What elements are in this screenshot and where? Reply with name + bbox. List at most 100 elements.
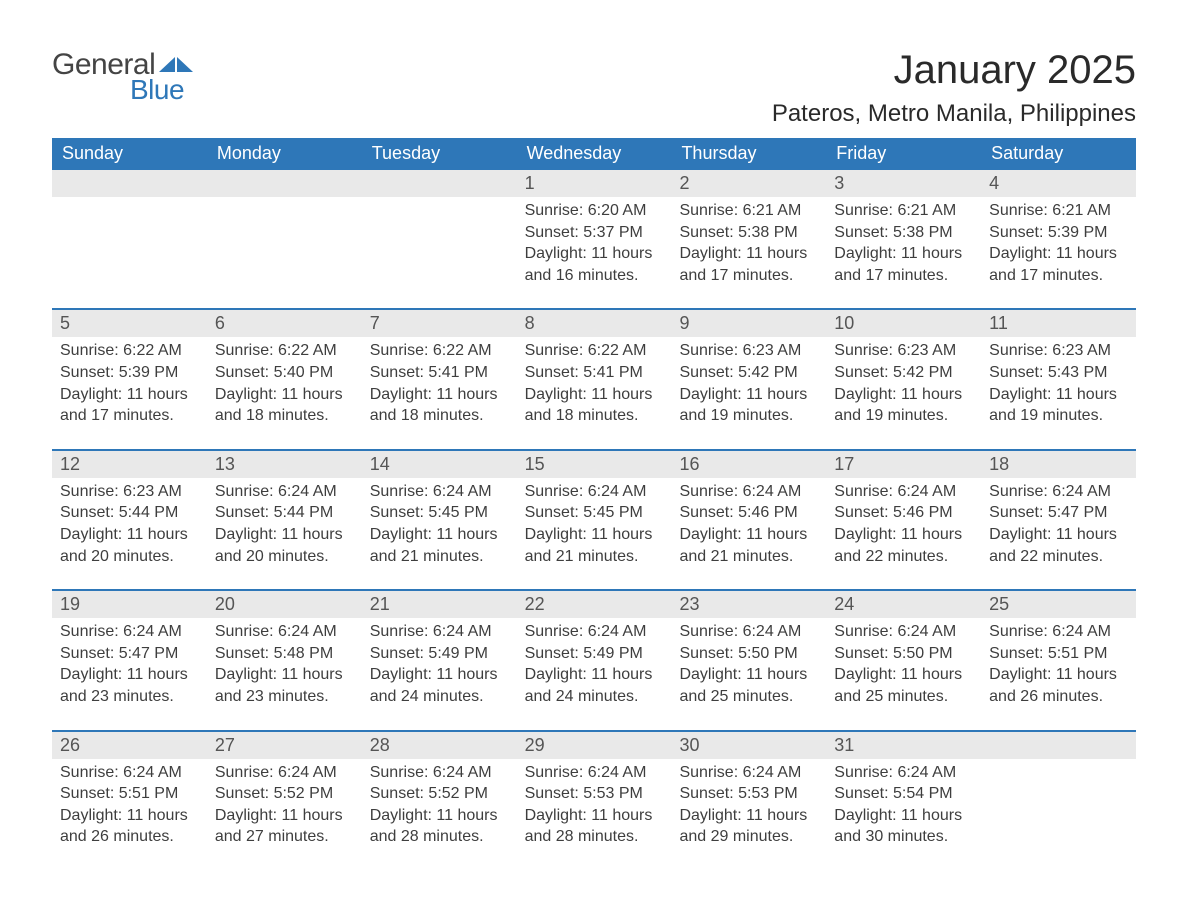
day-details: Sunrise: 6:23 AMSunset: 5:42 PMDaylight:… [671, 337, 826, 426]
day-cell [207, 197, 362, 286]
daylight-line: Daylight: 11 hours and 29 minutes. [679, 805, 818, 848]
day-details: Sunrise: 6:22 AMSunset: 5:41 PMDaylight:… [362, 337, 517, 426]
sunrise-line: Sunrise: 6:23 AM [60, 481, 199, 503]
sunrise-line: Sunrise: 6:24 AM [370, 762, 509, 784]
sunset-line: Sunset: 5:38 PM [679, 222, 818, 244]
weekday-header-sunday: Sunday [52, 138, 207, 170]
sunset-line: Sunset: 5:53 PM [679, 783, 818, 805]
month-title: January 2025 [772, 48, 1136, 92]
day-cell: Sunrise: 6:23 AMSunset: 5:44 PMDaylight:… [52, 478, 207, 567]
daylight-line: Daylight: 11 hours and 18 minutes. [215, 384, 354, 427]
calendar-table: SundayMondayTuesdayWednesdayThursdayFrid… [52, 138, 1136, 870]
day-number-row: 12131415161718 [52, 449, 1136, 478]
week-body-row: Sunrise: 6:24 AMSunset: 5:47 PMDaylight:… [52, 618, 1136, 729]
sunset-line: Sunset: 5:50 PM [834, 643, 973, 665]
sunset-line: Sunset: 5:43 PM [989, 362, 1128, 384]
sunset-line: Sunset: 5:37 PM [525, 222, 664, 244]
day-number: 27 [207, 732, 362, 759]
weekday-header-monday: Monday [207, 138, 362, 170]
week-body-row: Sunrise: 6:22 AMSunset: 5:39 PMDaylight:… [52, 337, 1136, 448]
sunrise-line: Sunrise: 6:24 AM [834, 762, 973, 784]
day-details: Sunrise: 6:24 AMSunset: 5:45 PMDaylight:… [517, 478, 672, 567]
day-number: 22 [517, 591, 672, 618]
sunset-line: Sunset: 5:39 PM [60, 362, 199, 384]
daylight-line: Daylight: 11 hours and 22 minutes. [989, 524, 1128, 567]
day-cell: Sunrise: 6:24 AMSunset: 5:46 PMDaylight:… [671, 478, 826, 567]
daylight-line: Daylight: 11 hours and 20 minutes. [60, 524, 199, 567]
week-body-row: Sunrise: 6:23 AMSunset: 5:44 PMDaylight:… [52, 478, 1136, 589]
day-details: Sunrise: 6:24 AMSunset: 5:53 PMDaylight:… [517, 759, 672, 848]
sunrise-line: Sunrise: 6:24 AM [370, 621, 509, 643]
sunrise-line: Sunrise: 6:22 AM [370, 340, 509, 362]
daylight-line: Daylight: 11 hours and 20 minutes. [215, 524, 354, 567]
day-details: Sunrise: 6:24 AMSunset: 5:52 PMDaylight:… [207, 759, 362, 848]
day-number: 1 [517, 170, 672, 197]
day-cell: Sunrise: 6:22 AMSunset: 5:39 PMDaylight:… [52, 337, 207, 426]
day-details: Sunrise: 6:24 AMSunset: 5:45 PMDaylight:… [362, 478, 517, 567]
daylight-line: Daylight: 11 hours and 21 minutes. [679, 524, 818, 567]
day-number: 15 [517, 451, 672, 478]
daylight-line: Daylight: 11 hours and 18 minutes. [370, 384, 509, 427]
day-number: 18 [981, 451, 1136, 478]
day-number: 25 [981, 591, 1136, 618]
day-details: Sunrise: 6:24 AMSunset: 5:48 PMDaylight:… [207, 618, 362, 707]
day-cell [52, 197, 207, 286]
weekday-header-row: SundayMondayTuesdayWednesdayThursdayFrid… [52, 138, 1136, 170]
day-number: 3 [826, 170, 981, 197]
sunset-line: Sunset: 5:47 PM [989, 502, 1128, 524]
day-details: Sunrise: 6:21 AMSunset: 5:38 PMDaylight:… [826, 197, 981, 286]
title-block: January 2025 Pateros, Metro Manila, Phil… [772, 48, 1136, 128]
day-cell: Sunrise: 6:23 AMSunset: 5:42 PMDaylight:… [671, 337, 826, 426]
sunset-line: Sunset: 5:46 PM [834, 502, 973, 524]
day-cell: Sunrise: 6:24 AMSunset: 5:52 PMDaylight:… [207, 759, 362, 848]
daylight-line: Daylight: 11 hours and 21 minutes. [525, 524, 664, 567]
day-cell: Sunrise: 6:24 AMSunset: 5:44 PMDaylight:… [207, 478, 362, 567]
sunrise-line: Sunrise: 6:24 AM [989, 621, 1128, 643]
day-details: Sunrise: 6:20 AMSunset: 5:37 PMDaylight:… [517, 197, 672, 286]
day-number: 19 [52, 591, 207, 618]
day-details: Sunrise: 6:21 AMSunset: 5:39 PMDaylight:… [981, 197, 1136, 286]
day-cell: Sunrise: 6:24 AMSunset: 5:46 PMDaylight:… [826, 478, 981, 567]
daylight-line: Daylight: 11 hours and 17 minutes. [989, 243, 1128, 286]
daylight-line: Daylight: 11 hours and 26 minutes. [60, 805, 199, 848]
daylight-line: Daylight: 11 hours and 24 minutes. [370, 664, 509, 707]
day-cell: Sunrise: 6:24 AMSunset: 5:47 PMDaylight:… [981, 478, 1136, 567]
day-cell: Sunrise: 6:24 AMSunset: 5:50 PMDaylight:… [826, 618, 981, 707]
day-details: Sunrise: 6:24 AMSunset: 5:49 PMDaylight:… [517, 618, 672, 707]
daylight-line: Daylight: 11 hours and 24 minutes. [525, 664, 664, 707]
day-number: 7 [362, 310, 517, 337]
sunrise-line: Sunrise: 6:21 AM [834, 200, 973, 222]
week-row: 12131415161718Sunrise: 6:23 AMSunset: 5:… [52, 449, 1136, 589]
sunset-line: Sunset: 5:46 PM [679, 502, 818, 524]
day-details: Sunrise: 6:24 AMSunset: 5:47 PMDaylight:… [981, 478, 1136, 567]
sunrise-line: Sunrise: 6:22 AM [60, 340, 199, 362]
day-number: 28 [362, 732, 517, 759]
day-number [362, 170, 517, 197]
day-number: 14 [362, 451, 517, 478]
daylight-line: Daylight: 11 hours and 19 minutes. [834, 384, 973, 427]
daylight-line: Daylight: 11 hours and 21 minutes. [370, 524, 509, 567]
day-details: Sunrise: 6:24 AMSunset: 5:46 PMDaylight:… [826, 478, 981, 567]
daylight-line: Daylight: 11 hours and 25 minutes. [834, 664, 973, 707]
day-cell: Sunrise: 6:24 AMSunset: 5:51 PMDaylight:… [981, 618, 1136, 707]
day-cell: Sunrise: 6:22 AMSunset: 5:41 PMDaylight:… [517, 337, 672, 426]
day-number-row: 567891011 [52, 308, 1136, 337]
daylight-line: Daylight: 11 hours and 23 minutes. [60, 664, 199, 707]
day-number: 6 [207, 310, 362, 337]
daylight-line: Daylight: 11 hours and 19 minutes. [679, 384, 818, 427]
sunset-line: Sunset: 5:47 PM [60, 643, 199, 665]
sunset-line: Sunset: 5:39 PM [989, 222, 1128, 244]
day-number: 29 [517, 732, 672, 759]
day-number: 23 [671, 591, 826, 618]
day-number-row: 1234 [52, 170, 1136, 197]
logo-text-blue: Blue [130, 74, 193, 106]
day-number: 9 [671, 310, 826, 337]
sunrise-line: Sunrise: 6:24 AM [679, 481, 818, 503]
day-cell: Sunrise: 6:24 AMSunset: 5:52 PMDaylight:… [362, 759, 517, 848]
week-body-row: Sunrise: 6:24 AMSunset: 5:51 PMDaylight:… [52, 759, 1136, 870]
week-row: 567891011Sunrise: 6:22 AMSunset: 5:39 PM… [52, 308, 1136, 448]
day-number: 12 [52, 451, 207, 478]
day-number: 4 [981, 170, 1136, 197]
sunrise-line: Sunrise: 6:21 AM [679, 200, 818, 222]
sunrise-line: Sunrise: 6:24 AM [525, 481, 664, 503]
